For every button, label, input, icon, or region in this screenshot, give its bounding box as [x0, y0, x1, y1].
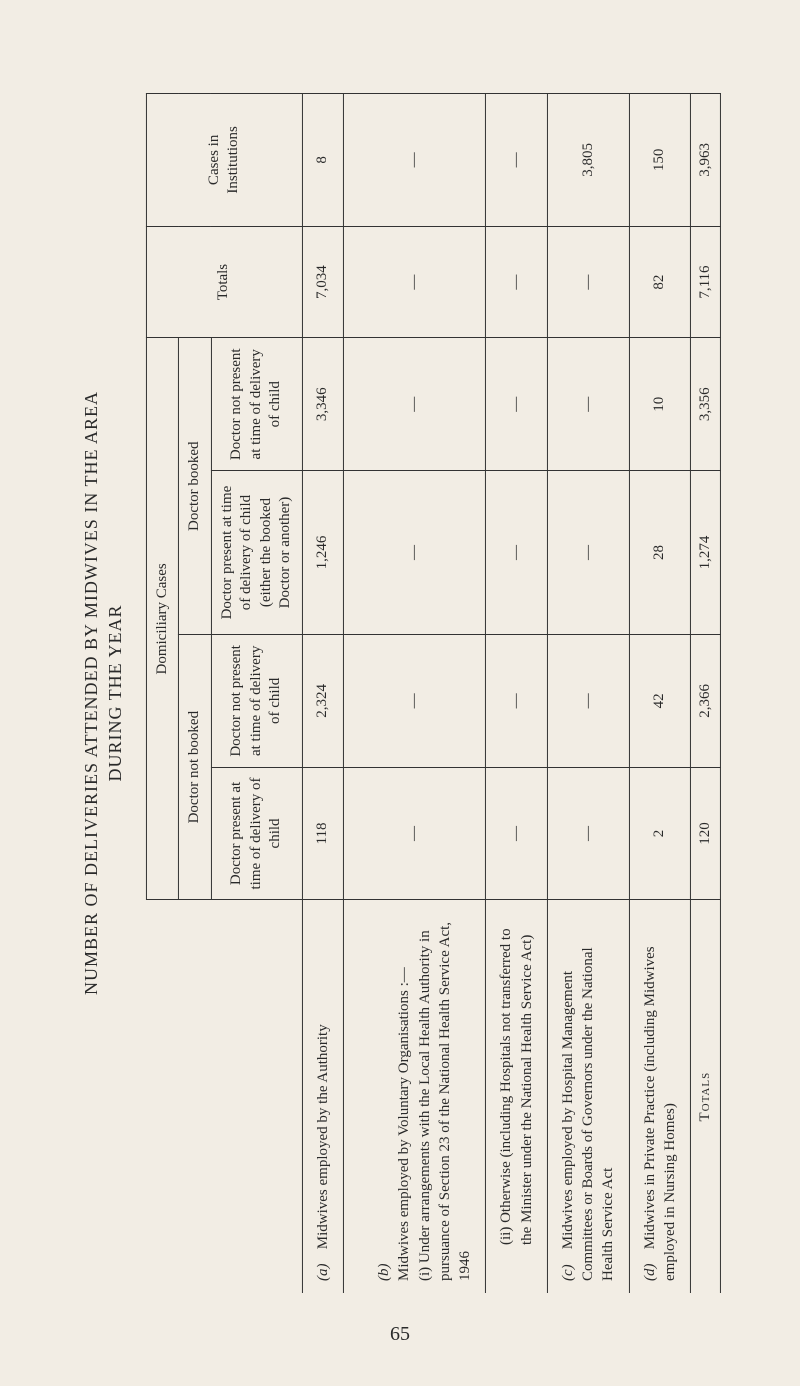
cell: 10: [629, 338, 691, 471]
rotated-table-container: NUMBER OF DELIVERIES ATTENDED BY MIDWIVE…: [79, 93, 721, 1293]
cell: 2: [629, 767, 691, 900]
table-row: (c) Midwives employed by Hospital Manage…: [547, 94, 629, 1294]
cell: —: [486, 767, 548, 900]
cell: —: [343, 94, 486, 227]
cell: 3,805: [547, 94, 629, 227]
deliveries-table: Domiciliary Cases Totals Cases in Instit…: [146, 93, 722, 1293]
col-b-notpresent: Doctor not present at time of delivery o…: [211, 338, 302, 471]
row-tag-a: (a): [313, 1253, 333, 1281]
col-totals: Totals: [146, 226, 302, 338]
cell: 3,963: [691, 94, 721, 227]
cell: 3,346: [302, 338, 343, 471]
title-line-2: DURING THE YEAR: [105, 605, 125, 782]
col-doctor-booked: Doctor booked: [179, 338, 212, 635]
cell: —: [547, 767, 629, 900]
cell: —: [486, 471, 548, 635]
cell: —: [343, 226, 486, 338]
cell: —: [547, 338, 629, 471]
cell: 150: [629, 94, 691, 227]
row-tag-c: (c): [558, 1253, 578, 1281]
cell: —: [486, 338, 548, 471]
page: NUMBER OF DELIVERIES ATTENDED BY MIDWIVE…: [0, 0, 800, 1386]
table-body: (a) Midwives employed by the Authority 1…: [302, 94, 721, 1294]
col-nb-notpresent: Doctor not present at time of delivery o…: [211, 635, 302, 768]
table-row: (a) Midwives employed by the Authority 1…: [302, 94, 343, 1294]
cell: 8: [302, 94, 343, 227]
cell: 120: [691, 767, 721, 900]
cell: 1,274: [691, 471, 721, 635]
cell: —: [343, 767, 486, 900]
cell: —: [486, 94, 548, 227]
cell: —: [343, 635, 486, 768]
table-title: NUMBER OF DELIVERIES ATTENDED BY MIDWIVE…: [79, 93, 128, 1293]
cell: 28: [629, 471, 691, 635]
cell: —: [547, 226, 629, 338]
cell: 2,366: [691, 635, 721, 768]
title-line-1: NUMBER OF DELIVERIES ATTENDED BY MIDWIVE…: [81, 391, 101, 995]
cell: 2,324: [302, 635, 343, 768]
col-cases-institutions: Cases in Institutions: [146, 94, 302, 227]
cell: 3,356: [691, 338, 721, 471]
cell: 1,246: [302, 471, 343, 635]
cell: 82: [629, 226, 691, 338]
col-b-present: Doctor present at time of delivery of ch…: [211, 471, 302, 635]
table-row: (ii) Otherwise (including Hospitals not …: [486, 94, 548, 1294]
page-number: 65: [390, 1323, 410, 1346]
cell: —: [486, 635, 548, 768]
cell: 118: [302, 767, 343, 900]
cell: —: [547, 471, 629, 635]
cell: —: [547, 635, 629, 768]
cell: —: [343, 338, 486, 471]
totals-label: Totals: [697, 1072, 713, 1122]
cell: 7,034: [302, 226, 343, 338]
table-row: (b) Midwives employed by Voluntary Organ…: [343, 94, 486, 1294]
col-nb-present: Doctor present at time of delivery of ch…: [211, 767, 302, 900]
row-label-a: Midwives employed by the Authority: [315, 1024, 331, 1249]
row-label-c: Midwives employed by Hospital Management…: [560, 947, 617, 1281]
cell: —: [486, 226, 548, 338]
cell: 42: [629, 635, 691, 768]
cell: —: [343, 471, 486, 635]
cell: 7,116: [691, 226, 721, 338]
col-domiciliary: Domiciliary Cases: [146, 338, 179, 900]
col-doctor-not-booked: Doctor not booked: [179, 635, 212, 900]
row-tag-d: (d): [640, 1253, 660, 1281]
table-row-totals: Totals 120 2,366 1,274 3,356 7,116 3,963: [691, 94, 721, 1294]
table-head: Domiciliary Cases Totals Cases in Instit…: [146, 94, 302, 1294]
row-label-bii: (ii) Otherwise (including Hospitals not …: [498, 928, 534, 1245]
row-label-d: Midwives in Private Practice (including …: [642, 946, 678, 1281]
row-tag-b: (b): [374, 1253, 394, 1281]
row-label-bi: Midwives employed by Voluntary Organisat…: [396, 922, 473, 1281]
table-row: (d) Midwives in Private Practice (includ…: [629, 94, 691, 1294]
